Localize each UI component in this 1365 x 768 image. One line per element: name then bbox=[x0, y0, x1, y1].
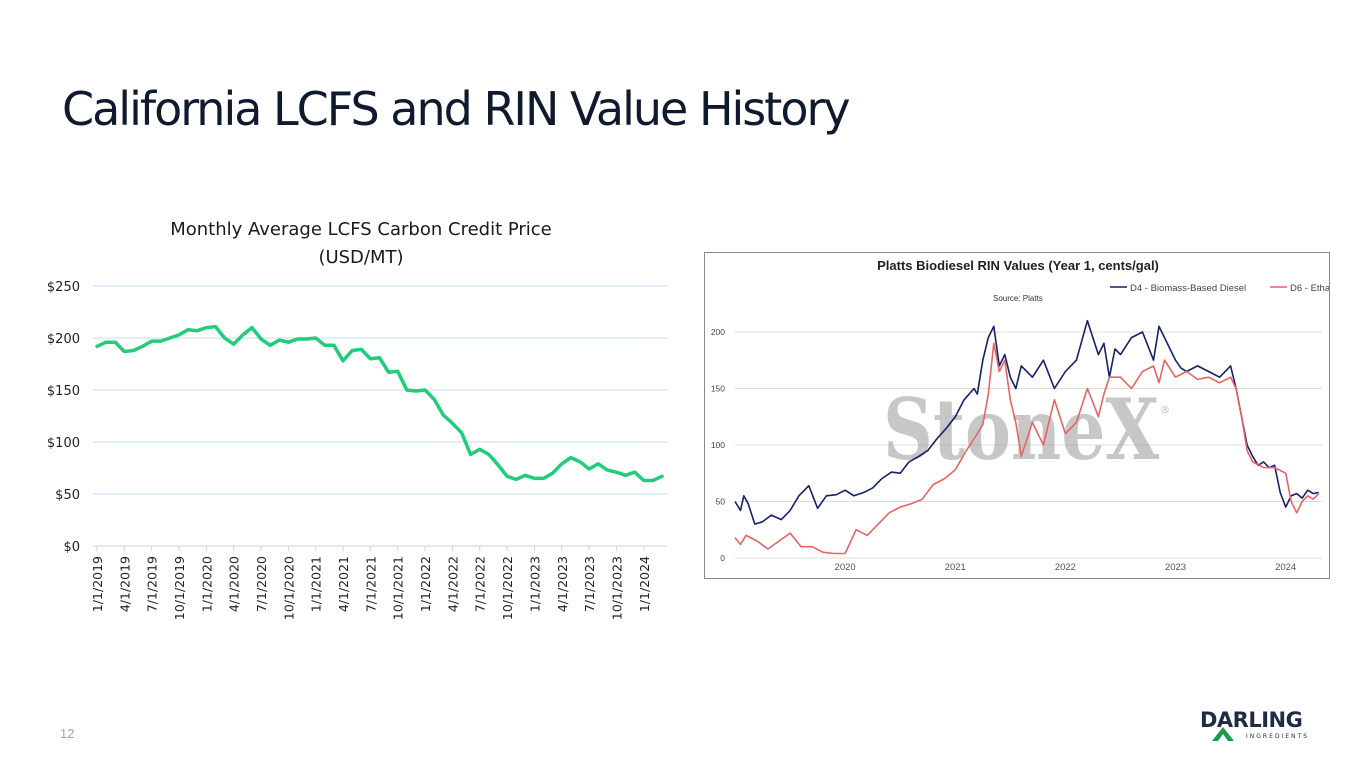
page-number: 12 bbox=[60, 726, 75, 741]
d6-series-line bbox=[734, 342, 1320, 555]
y-tick-label: $0 bbox=[63, 540, 80, 555]
x-tick-label: 10/1/2020 bbox=[281, 556, 296, 620]
x-tick-label: 4/1/2023 bbox=[555, 556, 570, 612]
rin-chart-title: Platts Biodiesel RIN Values (Year 1, cen… bbox=[877, 258, 1159, 273]
x-tick-label: 7/1/2022 bbox=[473, 556, 488, 612]
y-tick-label: 200 bbox=[711, 327, 725, 337]
rin-values-chart: Platts Biodiesel RIN Values (Year 1, cen… bbox=[711, 258, 1329, 573]
x-tick-label: 1/1/2024 bbox=[637, 556, 652, 612]
x-tick-label: 7/1/2019 bbox=[145, 556, 160, 612]
stonex-watermark: StoneX bbox=[883, 380, 1160, 479]
x-tick-label: 4/1/2021 bbox=[336, 556, 351, 612]
d4-series-line bbox=[734, 319, 1319, 525]
x-tick-label: 10/1/2023 bbox=[609, 556, 624, 620]
y-tick-label: $100 bbox=[47, 436, 80, 451]
logo-wordmark: DARLING bbox=[1200, 708, 1303, 732]
x-tick-label: 4/1/2019 bbox=[117, 556, 132, 612]
x-tick-label: 7/1/2020 bbox=[254, 556, 269, 612]
y-tick-label: 0 bbox=[720, 553, 725, 563]
x-tick-label: 2021 bbox=[945, 562, 966, 573]
x-tick-label: 2023 bbox=[1165, 562, 1186, 573]
lcfs-chart-subtitle: (USD/MT) bbox=[318, 247, 403, 268]
x-tick-label: 2020 bbox=[835, 562, 856, 573]
logo-mountain-icon bbox=[1212, 727, 1234, 741]
lcfs-price-chart: Monthly Average LCFS Carbon Credit Price… bbox=[47, 219, 667, 620]
lcfs-chart-title: Monthly Average LCFS Carbon Credit Price bbox=[170, 219, 552, 240]
watermark-registered-mark: ® bbox=[1160, 405, 1170, 416]
y-tick-label: $150 bbox=[47, 384, 80, 399]
y-tick-label: 150 bbox=[711, 383, 725, 393]
x-tick-label: 1/1/2019 bbox=[90, 556, 105, 612]
x-tick-label: 10/1/2019 bbox=[172, 556, 187, 620]
lcfs-price-line bbox=[95, 324, 664, 483]
x-tick-label: 7/1/2023 bbox=[582, 556, 597, 612]
x-tick-label: 1/1/2022 bbox=[418, 556, 433, 612]
y-tick-label: $250 bbox=[47, 280, 80, 295]
x-tick-label: 1/1/2021 bbox=[309, 556, 324, 612]
page-title: California LCFS and RIN Value History bbox=[62, 82, 851, 136]
x-tick-label: 1/1/2023 bbox=[527, 556, 542, 612]
y-tick-label: $200 bbox=[47, 332, 80, 347]
logo-subtitle: INGREDIENTS bbox=[1246, 733, 1310, 740]
x-tick-label: 7/1/2021 bbox=[363, 556, 378, 612]
x-tick-label: 4/1/2022 bbox=[445, 556, 460, 612]
y-tick-label: $50 bbox=[55, 488, 80, 503]
x-tick-label: 4/1/2020 bbox=[227, 556, 242, 612]
darling-ingredients-logo: DARLING INGREDIENTS bbox=[1198, 708, 1310, 742]
x-tick-label: 2022 bbox=[1055, 562, 1076, 573]
legend-label: D4 - Biomass-Based Diesel bbox=[1130, 283, 1246, 294]
x-tick-label: 10/1/2021 bbox=[391, 556, 406, 620]
y-tick-label: 100 bbox=[711, 440, 725, 450]
rin-chart-panel: Platts Biodiesel RIN Values (Year 1, cen… bbox=[704, 252, 1330, 579]
x-tick-label: 10/1/2022 bbox=[500, 556, 515, 620]
x-tick-label: 1/1/2020 bbox=[199, 556, 214, 612]
rin-chart-source: Source: Platts bbox=[993, 294, 1043, 303]
y-tick-label: 50 bbox=[716, 496, 726, 506]
legend-label: D6 - Ethanol bbox=[1290, 283, 1329, 294]
x-tick-label: 2024 bbox=[1275, 562, 1296, 573]
